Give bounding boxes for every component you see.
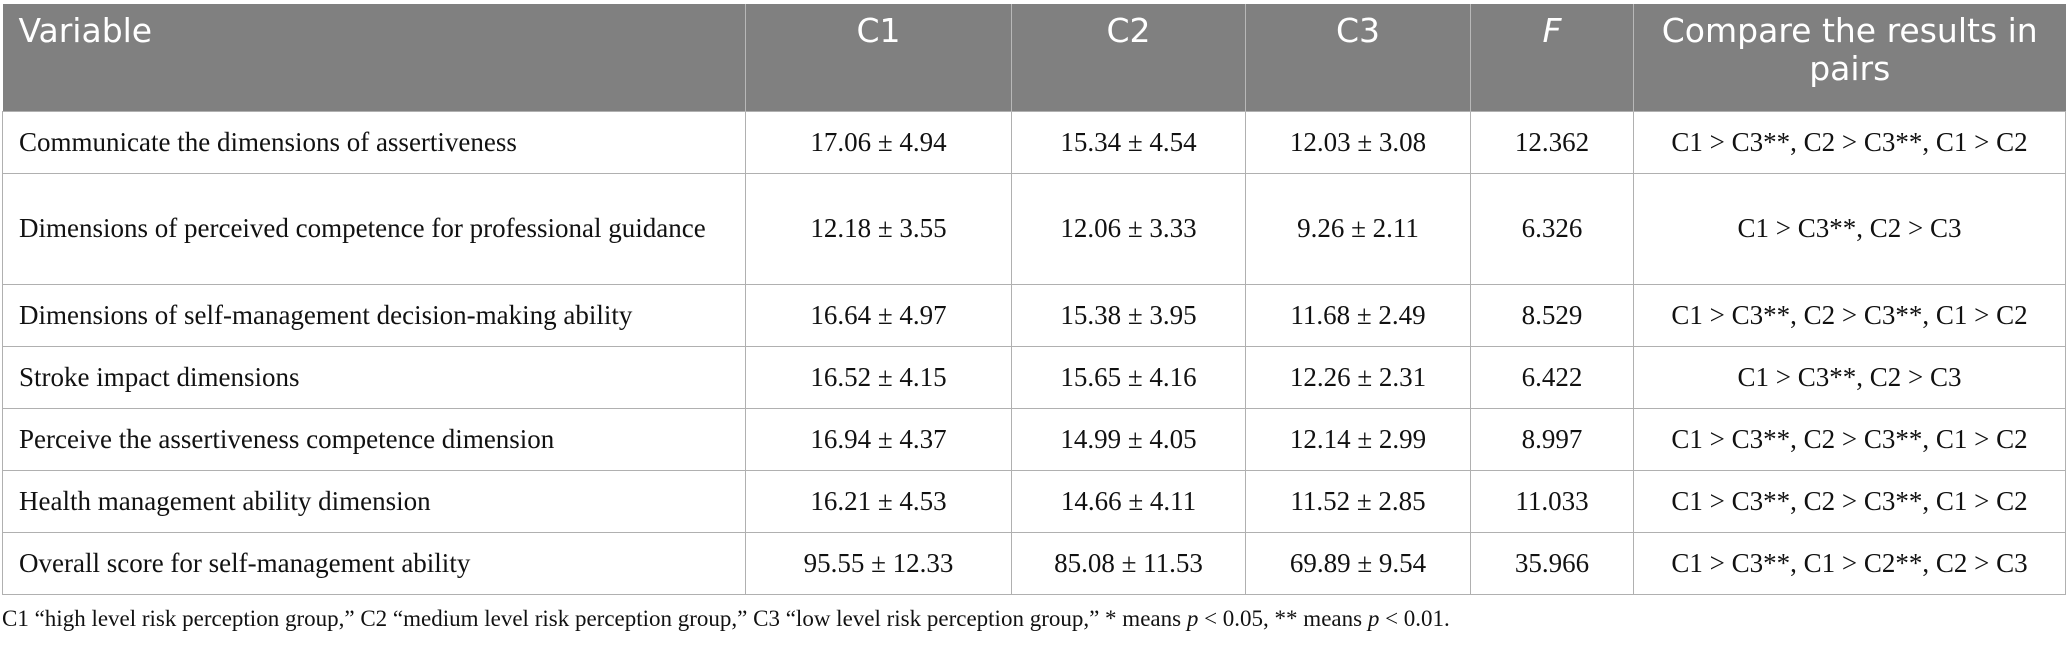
cell-variable: Health management ability dimension <box>2 469 746 533</box>
cell-c3: 11.68 ± 2.49 <box>1245 283 1471 347</box>
cell-c2: 14.99 ± 4.05 <box>1011 407 1246 471</box>
cell-f: 8.529 <box>1470 283 1634 347</box>
cell-variable: Communicate the dimensions of assertiven… <box>2 110 746 174</box>
cell-f: 35.966 <box>1470 531 1634 595</box>
footnote-text-1: C1 “high level risk perception group,” C… <box>2 606 1187 631</box>
cell-f: 11.033 <box>1470 469 1634 533</box>
cell-c1: 16.52 ± 4.15 <box>745 345 1012 409</box>
cell-variable: Perceive the assertiveness competence di… <box>2 407 746 471</box>
cell-c1: 17.06 ± 4.94 <box>745 110 1012 174</box>
header-c2: C2 <box>1011 4 1246 111</box>
cell-compare: C1 > C3**, C2 > C3**, C1 > C2 <box>1633 469 2066 533</box>
table-row: Dimensions of perceived competence for p… <box>2 172 2066 285</box>
cell-c3: 12.26 ± 2.31 <box>1245 345 1471 409</box>
cell-c3: 9.26 ± 2.11 <box>1245 172 1471 285</box>
cell-f: 6.326 <box>1470 172 1634 285</box>
results-table-container: Variable C1 C2 C3 F Compare the results … <box>2 4 2066 595</box>
cell-compare: C1 > C3**, C2 > C3**, C1 > C2 <box>1633 407 2066 471</box>
cell-c1: 16.64 ± 4.97 <box>745 283 1012 347</box>
cell-c2: 14.66 ± 4.11 <box>1011 469 1246 533</box>
cell-c3: 12.03 ± 3.08 <box>1245 110 1471 174</box>
table-row: Overall score for self-management abilit… <box>2 531 2066 595</box>
cell-f: 12.362 <box>1470 110 1634 174</box>
cell-compare: C1 > C3**, C2 > C3 <box>1633 345 2066 409</box>
header-c1: C1 <box>745 4 1012 111</box>
cell-c2: 15.34 ± 4.54 <box>1011 110 1246 174</box>
cell-c1: 16.94 ± 4.37 <box>745 407 1012 471</box>
cell-c2: 85.08 ± 11.53 <box>1011 531 1246 595</box>
header-row: Variable C1 C2 C3 F Compare the results … <box>2 4 2066 111</box>
cell-variable: Overall score for self-management abilit… <box>2 531 746 595</box>
table-row: Health management ability dimension 16.2… <box>2 469 2066 533</box>
cell-c3: 11.52 ± 2.85 <box>1245 469 1471 533</box>
cell-c2: 12.06 ± 3.33 <box>1011 172 1246 285</box>
table-row: Perceive the assertiveness competence di… <box>2 407 2066 471</box>
results-table: Variable C1 C2 C3 F Compare the results … <box>2 4 2066 595</box>
table-footnote: C1 “high level risk perception group,” C… <box>2 606 1450 632</box>
table-row: Dimensions of self-management decision-m… <box>2 283 2066 347</box>
header-c3: C3 <box>1245 4 1471 111</box>
cell-compare: C1 > C3**, C1 > C2**, C2 > C3 <box>1633 531 2066 595</box>
cell-compare: C1 > C3**, C2 > C3 <box>1633 172 2066 285</box>
table-row: Communicate the dimensions of assertiven… <box>2 110 2066 174</box>
cell-c1: 12.18 ± 3.55 <box>745 172 1012 285</box>
cell-compare: C1 > C3**, C2 > C3**, C1 > C2 <box>1633 110 2066 174</box>
footnote-text-2: < 0.05, ** means <box>1198 606 1368 631</box>
cell-c1: 95.55 ± 12.33 <box>745 531 1012 595</box>
cell-compare: C1 > C3**, C2 > C3**, C1 > C2 <box>1633 283 2066 347</box>
header-f: F <box>1470 4 1634 111</box>
cell-f: 6.422 <box>1470 345 1634 409</box>
cell-c2: 15.38 ± 3.95 <box>1011 283 1246 347</box>
cell-c3: 69.89 ± 9.54 <box>1245 531 1471 595</box>
cell-variable: Dimensions of self-management decision-m… <box>2 283 746 347</box>
footnote-p-1: p <box>1186 606 1199 631</box>
header-variable: Variable <box>2 4 746 111</box>
header-compare: Compare the results in pairs <box>1633 4 2066 111</box>
cell-c3: 12.14 ± 2.99 <box>1245 407 1471 471</box>
footnote-p-2: p <box>1367 606 1380 631</box>
cell-variable: Dimensions of perceived competence for p… <box>2 172 746 285</box>
cell-f: 8.997 <box>1470 407 1634 471</box>
cell-variable: Stroke impact dimensions <box>2 345 746 409</box>
table-row: Stroke impact dimensions 16.52 ± 4.15 15… <box>2 345 2066 409</box>
footnote-text-3: < 0.01. <box>1379 606 1450 631</box>
cell-c2: 15.65 ± 4.16 <box>1011 345 1246 409</box>
cell-c1: 16.21 ± 4.53 <box>745 469 1012 533</box>
